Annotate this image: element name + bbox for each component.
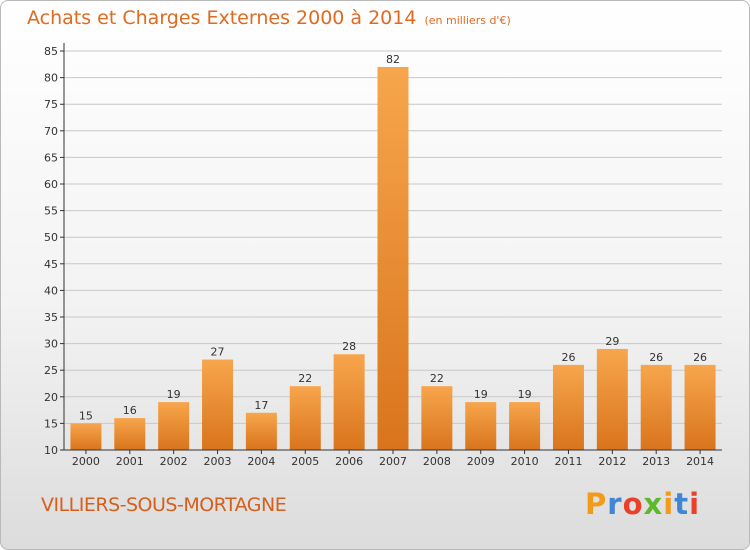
x-tick-label: 2002: [160, 455, 188, 468]
chart-title: Achats et Charges Externes 2000 à 2014 (e…: [27, 7, 511, 29]
data-label: 26: [649, 351, 663, 364]
bar-2012: [596, 348, 628, 450]
x-tick-label: 2010: [511, 455, 539, 468]
proxiti-logo: Proxiti: [585, 487, 700, 521]
y-tick-labels: 10 15 20 25 30 35 40 45 50 55 60 65 70 75 80 85: [44, 45, 58, 457]
y-tick-label: 70: [44, 125, 58, 138]
y-tick-label: 80: [44, 72, 58, 85]
x-tick-label: 2001: [116, 455, 144, 468]
data-label: 26: [693, 351, 707, 364]
x-tick-label: 2007: [379, 455, 407, 468]
y-tick-label: 20: [44, 391, 58, 404]
y-tick-label: 65: [44, 151, 58, 164]
data-label: 17: [254, 399, 268, 412]
bar-2000: [70, 423, 102, 450]
data-labels: 15 16 19 27 17 22 28 82 22 19 19 26 29 26 26: [79, 53, 707, 422]
bar-2011: [552, 364, 584, 450]
x-tick-label: 2005: [291, 455, 319, 468]
data-label: 22: [430, 372, 444, 385]
logo-letter: i: [663, 487, 675, 521]
axes: [63, 43, 722, 454]
bar-2008: [421, 386, 453, 450]
x-tick-labels: 2000 2001 2002 2003 2004 2005 2006 2007 2008 2009…: [72, 455, 714, 468]
bar-2003: [202, 359, 234, 450]
bar-2004: [245, 412, 277, 450]
y-tick-label: 10: [44, 444, 58, 457]
bar-2010: [509, 402, 541, 450]
bar-2009: [465, 402, 497, 450]
data-label: 19: [474, 388, 488, 401]
bar-2005: [289, 386, 321, 450]
x-tick-label: 2003: [204, 455, 232, 468]
logo-letter: i: [689, 487, 701, 521]
logo-letter: r: [607, 487, 623, 521]
y-tick-label: 45: [44, 258, 58, 271]
commune-name: VILLIERS-SOUS-MORTAGNE: [41, 494, 287, 516]
bar-2001: [114, 418, 146, 450]
y-tick-label: 25: [44, 364, 58, 377]
logo-letter: o: [622, 487, 644, 521]
x-tick-label: 2000: [72, 455, 100, 468]
x-tick-label: 2004: [247, 455, 275, 468]
data-label: 82: [386, 53, 400, 66]
data-label: 27: [211, 346, 225, 359]
chart-title-text: Achats et Charges Externes 2000 à 2014: [27, 7, 417, 29]
y-tick-label: 55: [44, 205, 58, 218]
bars: [70, 66, 716, 451]
y-tick-label: 15: [44, 417, 58, 430]
logo-letter: P: [585, 487, 608, 521]
x-tick-label: 2012: [598, 455, 626, 468]
y-tick-label: 35: [44, 311, 58, 324]
bar-2007: [377, 66, 409, 451]
data-label: 19: [167, 388, 181, 401]
y-tick-label: 60: [44, 178, 58, 191]
y-tick-label: 40: [44, 284, 58, 297]
x-tick-label: 2011: [554, 455, 582, 468]
chart-unit: (en milliers d'€): [424, 14, 511, 27]
logo-letter: x: [643, 487, 664, 521]
bar-2013: [640, 364, 672, 450]
bar-2002: [158, 402, 190, 450]
y-tick-label: 30: [44, 338, 58, 351]
x-tick-label: 2008: [423, 455, 451, 468]
data-label: 22: [298, 372, 312, 385]
x-tick-label: 2006: [335, 455, 363, 468]
logo-letter: t: [674, 487, 690, 521]
x-tick-label: 2013: [642, 455, 670, 468]
data-label: 15: [79, 409, 93, 422]
y-tick-label: 75: [44, 98, 58, 111]
data-label: 26: [561, 351, 575, 364]
bar-2006: [333, 354, 365, 450]
y-tick-label: 50: [44, 231, 58, 244]
data-label: 16: [123, 404, 137, 417]
y-tick-label: 85: [44, 45, 58, 58]
data-label: 28: [342, 340, 356, 353]
x-tick-label: 2009: [467, 455, 495, 468]
data-label: 19: [518, 388, 532, 401]
bar-2014: [684, 364, 716, 450]
data-label: 29: [605, 335, 619, 348]
x-tick-label: 2014: [686, 455, 714, 468]
